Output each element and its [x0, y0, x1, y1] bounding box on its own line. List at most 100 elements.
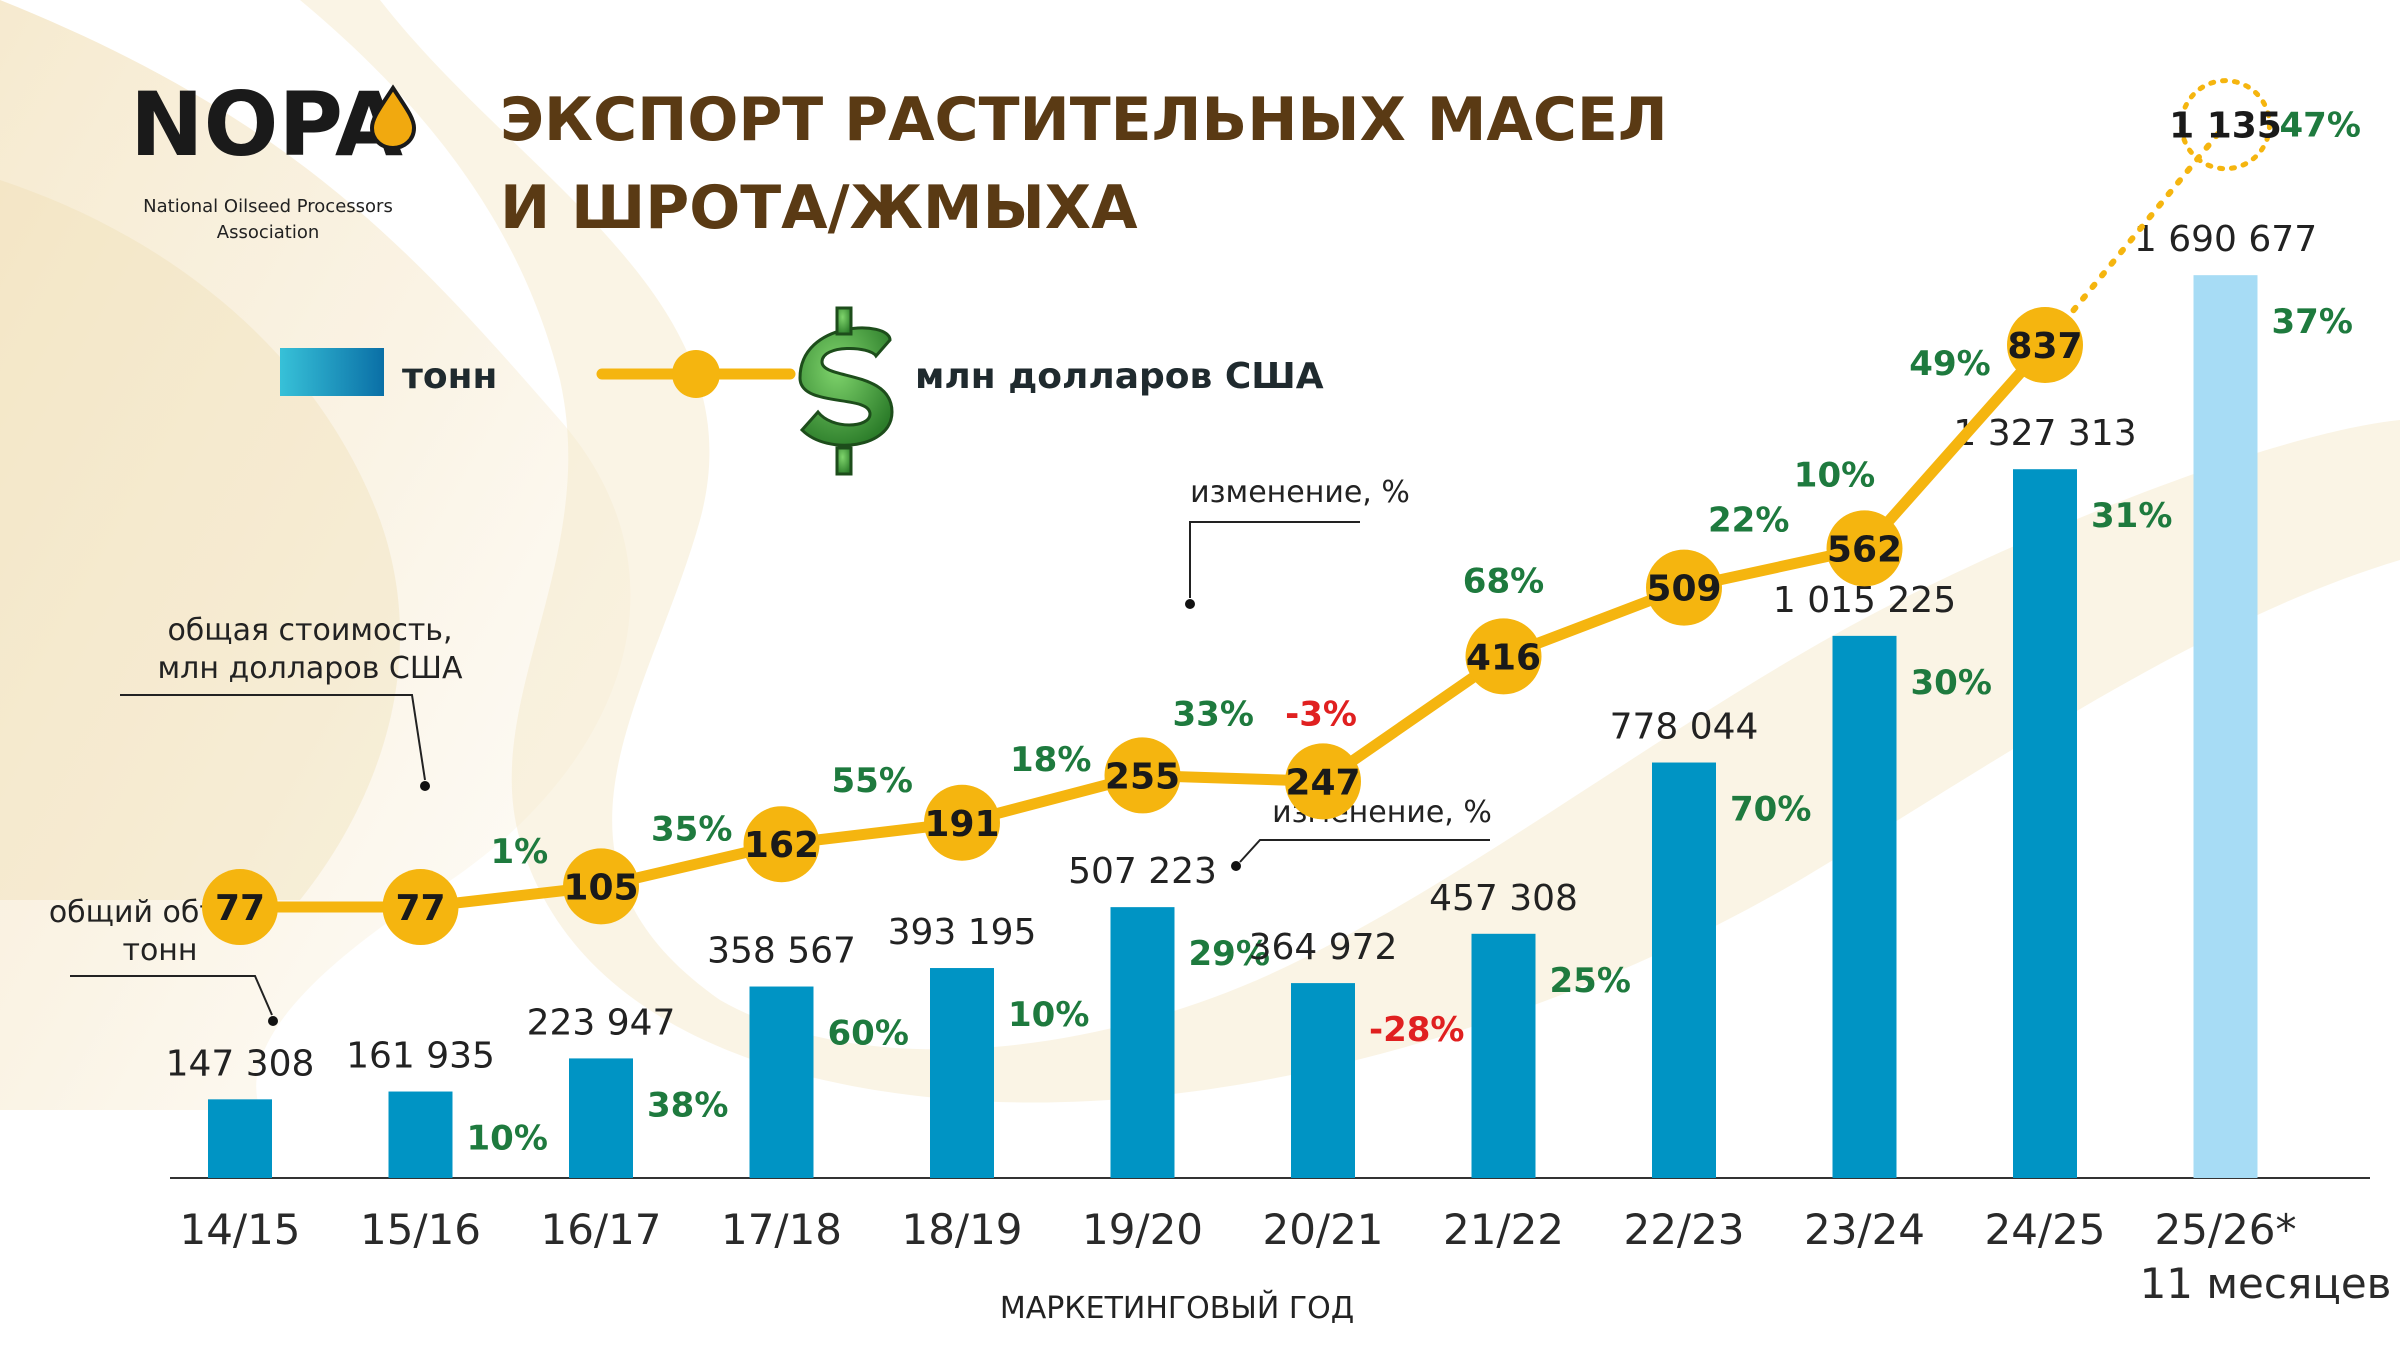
- logo-subtitle-line2: Association: [217, 222, 320, 243]
- value-change-label: 22%: [1708, 501, 1789, 541]
- x-tick-label: 24/25: [1984, 1205, 2105, 1254]
- value-point: [743, 806, 820, 883]
- value-change-label: 33%: [1173, 694, 1254, 734]
- x-tick-label: 18/19: [901, 1205, 1022, 1254]
- x-tick-label: 22/23: [1623, 1205, 1744, 1254]
- x-tick-note: 11 месяцев: [2140, 1259, 2392, 1308]
- x-tick-label: 23/24: [1804, 1205, 1925, 1254]
- annotation-change-upper-leader: [1189, 521, 1360, 598]
- bar-change-label: 70%: [1730, 790, 1811, 830]
- value-change-label: 47%: [2280, 106, 2361, 146]
- value-point-label: 255: [1105, 756, 1180, 797]
- value-point: [1285, 743, 1361, 820]
- chart-title-line2: И ШРОТА/ЖМЫХА: [500, 173, 1138, 243]
- value-point-forecast: [2179, 78, 2272, 172]
- nopa-logo: NOPA National Oilseed Processors Associa…: [130, 73, 417, 243]
- bar-change-label: 38%: [647, 1085, 728, 1125]
- legend-tonnes-label: тонн: [402, 356, 497, 397]
- x-tick-label: 14/15: [179, 1205, 300, 1254]
- bar-value-label: 358 567: [707, 931, 856, 972]
- bar-value-label: 223 947: [527, 1002, 676, 1043]
- bar: [1832, 635, 1897, 1178]
- bar: [208, 1099, 272, 1178]
- bar: [930, 968, 994, 1178]
- x-tick-label: 25/26*: [2154, 1205, 2296, 1254]
- value-point: [1826, 510, 1903, 587]
- bar-change-label: 60%: [828, 1014, 909, 1054]
- bar-change-label: 30%: [1911, 663, 1992, 703]
- bar-value-label: 1 690 677: [2134, 219, 2317, 260]
- value-point: [202, 869, 278, 946]
- bar: [388, 1091, 453, 1178]
- legend-tonnes-swatch: [280, 348, 384, 396]
- bar-change-label: -28%: [1369, 1010, 1465, 1050]
- annotations: общая стоимость, млн долларов США общий …: [49, 475, 1492, 1026]
- bar-value-label: 507 223: [1068, 851, 1217, 892]
- chart-title-line1: ЭКСПОРТ РАСТИТЕЛЬНЫХ МАСЕЛ: [500, 85, 1668, 155]
- legend-usd-label: млн долларов США: [915, 356, 1324, 397]
- value-point: [563, 848, 639, 925]
- value-change-label: 1%: [491, 832, 549, 872]
- value-point-label: 247: [1285, 762, 1360, 803]
- value-point-label: 77: [395, 888, 445, 929]
- x-tick-label: 19/20: [1082, 1205, 1203, 1254]
- value-point-label: 837: [2007, 326, 2082, 367]
- bar: [1471, 933, 1536, 1178]
- value-point: [382, 869, 459, 946]
- bar-change-label: 37%: [2272, 302, 2353, 342]
- x-tick-label: 16/17: [540, 1205, 661, 1254]
- logo-subtitle-line1: National Oilseed Processors: [143, 196, 393, 217]
- legend-usd-swatch-marker: [672, 350, 720, 398]
- bar-change-label: 29%: [1189, 934, 1270, 974]
- value-point-label: 416: [1466, 637, 1541, 678]
- bar-value-label: 161 935: [346, 1036, 495, 1077]
- annotation-change-lower-leader: [1239, 839, 1490, 863]
- x-tick-label: 17/18: [721, 1205, 842, 1254]
- bar: [749, 986, 814, 1178]
- bar-change-label: 31%: [2091, 496, 2172, 536]
- value-change-label: 18%: [1010, 740, 1091, 780]
- annotation-value-total-line2: млн долларов США: [158, 651, 463, 686]
- annotation-volume-total-leader: [70, 975, 273, 1016]
- x-axis-title: МАРКЕТИНГОВЫЙ ГОД: [1000, 1290, 1354, 1326]
- bar: [2193, 275, 2258, 1178]
- bar: [1652, 762, 1716, 1178]
- annotation-value-total-leader: [120, 694, 426, 781]
- bar-value-label: 364 972: [1249, 927, 1398, 968]
- bar: [1110, 907, 1175, 1178]
- value-point: [1646, 549, 1722, 626]
- value-change-label: 49%: [1909, 344, 1990, 384]
- value-point-label: 162: [744, 825, 819, 866]
- bar-change-label: 10%: [467, 1119, 548, 1159]
- value-change-label: 55%: [832, 761, 913, 801]
- bar-value-label: 147 308: [166, 1043, 315, 1084]
- value-point-label: 1 135: [2169, 106, 2282, 147]
- bar-value-label: 1 015 225: [1773, 580, 1956, 621]
- value-change-label: 10%: [1794, 455, 1875, 495]
- value-point-label: 562: [1827, 529, 1902, 570]
- bar: [569, 1058, 633, 1178]
- oil-drop-icon: [369, 84, 417, 151]
- logo-wordmark: NOPA: [130, 73, 403, 176]
- value-change-label: -3%: [1285, 694, 1357, 734]
- bar-value-label: 457 308: [1429, 878, 1578, 919]
- value-series-forecast-line: [2042, 121, 2229, 349]
- bar: [1291, 983, 1355, 1178]
- bar: [2013, 469, 2077, 1178]
- value-point-label: 105: [563, 867, 638, 908]
- value-point-label: 191: [924, 804, 999, 845]
- bar-value-label: 778 044: [1610, 707, 1759, 748]
- bar-change-label: 10%: [1008, 995, 1089, 1035]
- value-change-label: 35%: [651, 809, 732, 849]
- legend: тонн млн долларов США: [280, 306, 1324, 476]
- value-point: [1465, 618, 1542, 695]
- value-change-label: 68%: [1463, 561, 1544, 601]
- x-tick-label: 20/21: [1262, 1205, 1383, 1254]
- dollar-sign-icon: [798, 306, 894, 476]
- chart-marks: 147 308 161 935 10% 223 947 38% 358 567 60% 393…: [166, 78, 2392, 1308]
- annotation-change-upper: изменение, %: [1190, 475, 1410, 510]
- x-tick-label: 21/22: [1443, 1205, 1564, 1254]
- x-tick-label: 15/16: [360, 1205, 481, 1254]
- value-point: [924, 784, 1000, 861]
